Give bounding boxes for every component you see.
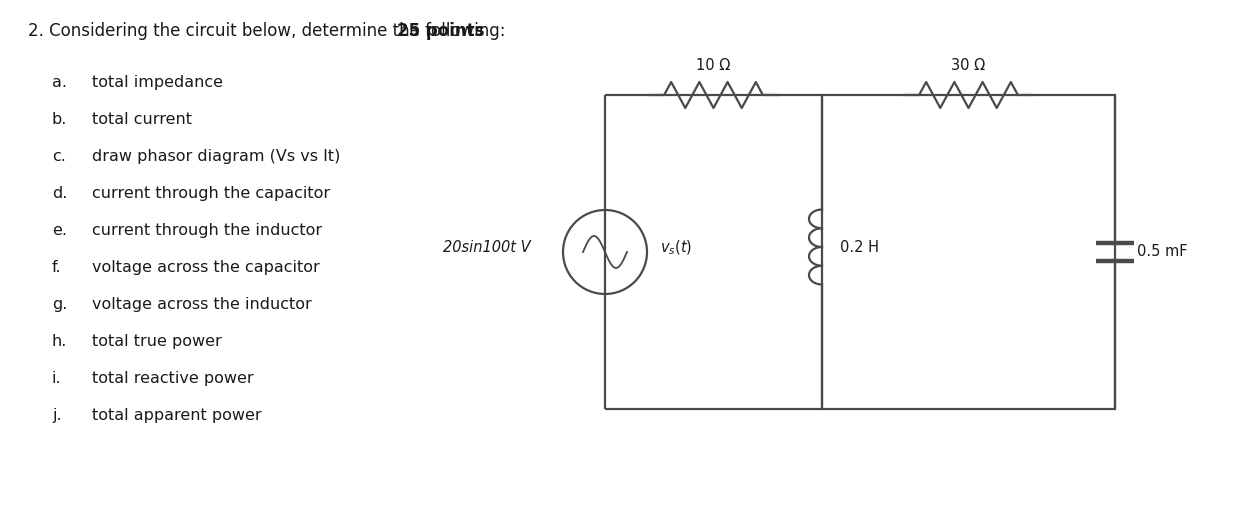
Text: 0.2 H: 0.2 H: [840, 239, 880, 255]
Text: b.: b.: [53, 112, 68, 127]
Text: a.: a.: [53, 75, 66, 90]
Text: d.: d.: [53, 186, 68, 201]
Text: total true power: total true power: [91, 334, 222, 349]
Text: i.: i.: [53, 371, 61, 386]
Text: h.: h.: [53, 334, 68, 349]
Text: current through the capacitor: current through the capacitor: [91, 186, 330, 201]
Text: draw phasor diagram (Vs vs It): draw phasor diagram (Vs vs It): [91, 149, 341, 164]
Text: 10 Ω: 10 Ω: [697, 58, 730, 73]
Text: 2. Considering the circuit below, determine the following:: 2. Considering the circuit below, determ…: [28, 22, 511, 40]
Text: current through the inductor: current through the inductor: [91, 223, 322, 238]
Text: 25 points: 25 points: [397, 22, 484, 40]
Text: j.: j.: [53, 408, 61, 423]
Text: total apparent power: total apparent power: [91, 408, 262, 423]
Text: voltage across the capacitor: voltage across the capacitor: [91, 260, 320, 275]
Text: g.: g.: [53, 297, 68, 312]
Text: voltage across the inductor: voltage across the inductor: [91, 297, 312, 312]
Text: c.: c.: [53, 149, 66, 164]
Text: f.: f.: [53, 260, 61, 275]
Text: total current: total current: [91, 112, 192, 127]
Text: $v_s(t)$: $v_s(t)$: [660, 239, 692, 257]
Text: 30 Ω: 30 Ω: [951, 58, 986, 73]
Text: total reactive power: total reactive power: [91, 371, 253, 386]
Text: total impedance: total impedance: [91, 75, 223, 90]
Text: e.: e.: [53, 223, 66, 238]
Text: 20sin100t V: 20sin100t V: [444, 240, 530, 256]
Text: 0.5 mF: 0.5 mF: [1136, 245, 1188, 259]
